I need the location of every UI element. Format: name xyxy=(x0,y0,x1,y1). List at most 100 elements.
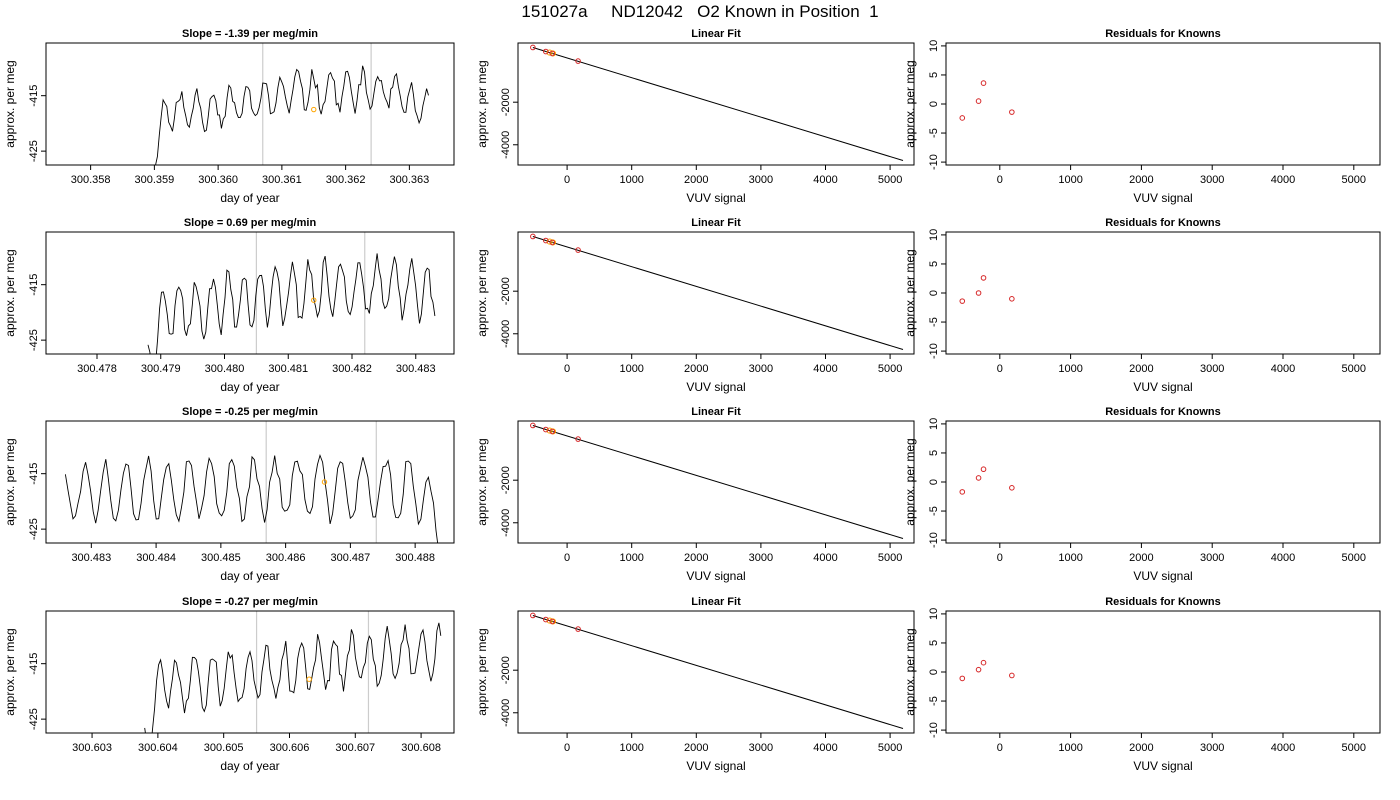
x-tick-label: 4000 xyxy=(1271,363,1295,375)
x-tick-label: 5000 xyxy=(878,363,902,375)
y-tick-label: -5 xyxy=(928,696,940,706)
x-tick-label: 0 xyxy=(564,363,570,375)
x-tick-label: 4000 xyxy=(813,552,837,564)
x-tick-label: 300.606 xyxy=(270,742,310,754)
panel-title: Slope = -0.27 per meg/min xyxy=(182,596,318,608)
fit-line xyxy=(532,614,904,730)
plot-frame xyxy=(945,610,1381,734)
x-tick-label: 1000 xyxy=(1058,552,1082,564)
x-tick-label: 2000 xyxy=(684,552,708,564)
panel-2-2: Residuals for Knowns 0 1000 2000 3000 4000 500… xyxy=(903,406,1381,583)
x-axis-label: VUV signal xyxy=(686,191,745,205)
x-tick-label: 2000 xyxy=(684,363,708,375)
y-tick-label: -425 xyxy=(28,140,40,162)
y-tick-label: 0 xyxy=(928,101,940,107)
fit-line xyxy=(532,424,904,540)
y-tick-label: 0 xyxy=(928,669,940,675)
y-axis-label: approx. per meg xyxy=(475,628,489,715)
plot-area xyxy=(530,233,904,351)
panel-3-1: Linear Fit 0 1000 2000 3000 4000 5000 -2000 -400… xyxy=(475,596,915,773)
y-tick-label: 5 xyxy=(928,261,940,267)
x-tick-label: 5000 xyxy=(1342,742,1366,754)
data-point xyxy=(530,422,536,429)
y-tick-label: -2000 xyxy=(500,88,512,116)
y-axis-label: approx. per meg xyxy=(3,249,17,336)
data-series-line xyxy=(64,453,439,543)
y-tick-label: -2000 xyxy=(500,656,512,684)
y-tick-label: -10 xyxy=(928,722,940,738)
data-point xyxy=(542,426,549,433)
x-tick-label: 300.359 xyxy=(134,174,174,186)
data-point xyxy=(575,436,581,442)
data-point xyxy=(1009,672,1015,679)
x-axis-label: VUV signal xyxy=(686,380,745,394)
x-tick-label: 300.482 xyxy=(332,363,372,375)
plot-area xyxy=(530,44,904,162)
plot-frame xyxy=(517,231,915,355)
x-tick-label: 300.483 xyxy=(71,552,111,564)
y-tick-label: -10 xyxy=(928,532,940,548)
data-point xyxy=(959,489,966,495)
data-point xyxy=(959,115,966,121)
y-tick-label: -5 xyxy=(928,506,940,516)
x-tick-label: 300.363 xyxy=(389,174,429,186)
x-tick-label: 4000 xyxy=(813,174,837,186)
y-tick-label: 0 xyxy=(928,479,940,485)
x-tick-label: 300.607 xyxy=(335,742,375,754)
y-tick-label: 10 xyxy=(928,229,940,241)
y-axis-label: approx. per meg xyxy=(903,60,917,147)
y-tick-label: -415 xyxy=(28,653,40,675)
x-tick-label: 0 xyxy=(997,363,1003,375)
panel-title: Slope = -0.25 per meg/min xyxy=(182,406,318,418)
data-point xyxy=(530,44,536,51)
x-tick-label: 1000 xyxy=(619,363,643,375)
y-tick-label: -5 xyxy=(928,317,940,327)
x-tick-label: 3000 xyxy=(749,552,773,564)
y-tick-label: -425 xyxy=(28,518,40,540)
x-tick-label: 0 xyxy=(564,742,570,754)
x-tick-label: 300.361 xyxy=(262,174,302,186)
data-point xyxy=(975,98,982,104)
fit-line xyxy=(532,46,904,162)
plot-area xyxy=(147,232,436,354)
x-axis-label: VUV signal xyxy=(1133,569,1192,583)
x-tick-label: 300.488 xyxy=(395,552,435,564)
panel-3-2: Residuals for Knowns 0 1000 2000 3000 4000 500… xyxy=(903,596,1381,773)
x-tick-label: 4000 xyxy=(813,742,837,754)
x-tick-label: 300.478 xyxy=(77,363,117,375)
x-tick-label: 0 xyxy=(997,552,1003,564)
y-tick-label: 5 xyxy=(928,450,940,456)
data-point xyxy=(530,612,536,619)
plot-frame xyxy=(945,42,1381,166)
x-tick-label: 4000 xyxy=(1271,552,1295,564)
data-point xyxy=(1009,485,1015,491)
x-tick-label: 2000 xyxy=(1129,363,1153,375)
data-point xyxy=(530,233,536,240)
data-series-line xyxy=(155,65,429,165)
y-tick-label: -425 xyxy=(28,329,40,351)
y-tick-label: -415 xyxy=(28,274,40,296)
plot-frame xyxy=(517,610,915,734)
y-tick-label: 10 xyxy=(928,418,940,430)
data-point xyxy=(1009,296,1015,302)
data-point xyxy=(980,659,987,666)
x-tick-label: 300.480 xyxy=(205,363,245,375)
y-axis-label: approx. per meg xyxy=(903,249,917,336)
highlight-point xyxy=(311,106,317,113)
data-point xyxy=(975,290,982,296)
panel-title: Slope = 0.69 per meg/min xyxy=(184,217,317,229)
y-tick-label: -4000 xyxy=(500,509,512,537)
data-point xyxy=(549,239,556,246)
x-tick-label: 2000 xyxy=(684,742,708,754)
x-axis-label: day of year xyxy=(220,759,279,773)
y-axis-label: approx. per meg xyxy=(3,60,17,147)
x-tick-label: 300.603 xyxy=(72,742,112,754)
x-tick-label: 300.605 xyxy=(204,742,244,754)
y-axis-label: approx. per meg xyxy=(475,249,489,336)
x-tick-label: 300.485 xyxy=(201,552,241,564)
y-tick-label: 0 xyxy=(928,290,940,296)
x-tick-label: 1000 xyxy=(619,174,643,186)
x-tick-label: 3000 xyxy=(1200,363,1224,375)
data-point xyxy=(575,247,581,253)
panel-title: Residuals for Knowns xyxy=(1105,406,1221,418)
